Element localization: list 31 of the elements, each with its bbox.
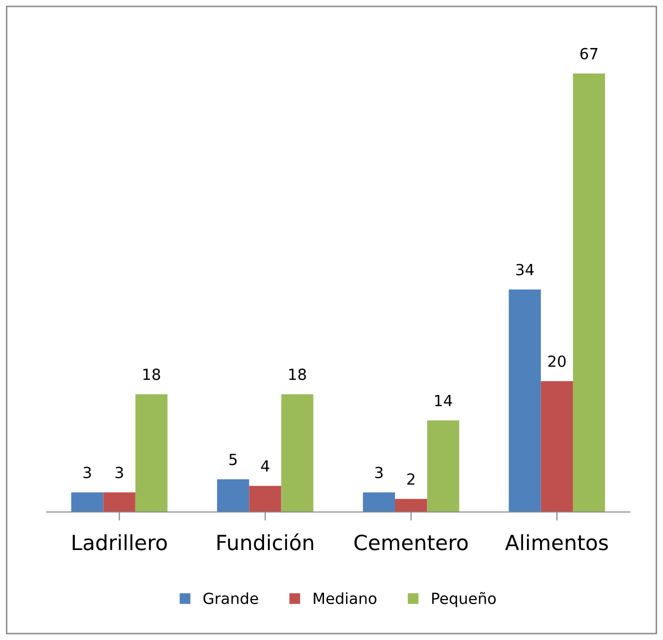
x-tick-label: Alimentos bbox=[505, 534, 608, 550]
legend-label: Grande bbox=[203, 592, 258, 604]
data-label: 3 bbox=[116, 466, 123, 478]
bar bbox=[508, 289, 541, 512]
bar bbox=[540, 381, 573, 512]
data-label: 67 bbox=[580, 48, 598, 60]
data-label: 18 bbox=[289, 368, 306, 380]
data-label: 2 bbox=[407, 473, 414, 485]
legend-label: Mediano bbox=[314, 592, 376, 604]
data-label: 14 bbox=[435, 394, 452, 406]
bar bbox=[427, 420, 460, 512]
bar bbox=[249, 486, 282, 512]
bar bbox=[103, 492, 136, 512]
x-tick-label: Fundición bbox=[218, 533, 314, 550]
data-label: 3 bbox=[375, 466, 383, 478]
bar bbox=[362, 492, 396, 512]
bar bbox=[281, 394, 314, 512]
x-tick-label: Ladrillero bbox=[72, 534, 167, 550]
x-tick-label: Cementero bbox=[354, 534, 468, 550]
data-label: 18 bbox=[143, 368, 160, 380]
bar bbox=[217, 479, 250, 512]
bar bbox=[71, 492, 104, 512]
data-label: 3 bbox=[84, 466, 91, 478]
bar bbox=[572, 73, 606, 512]
legend-label: Pequeño bbox=[432, 592, 496, 608]
data-label: 5 bbox=[229, 454, 237, 466]
data-label: 34 bbox=[516, 264, 534, 276]
data-label: 20 bbox=[548, 355, 566, 368]
bar bbox=[135, 394, 168, 512]
data-label: 4 bbox=[261, 460, 270, 472]
bar bbox=[395, 498, 428, 512]
